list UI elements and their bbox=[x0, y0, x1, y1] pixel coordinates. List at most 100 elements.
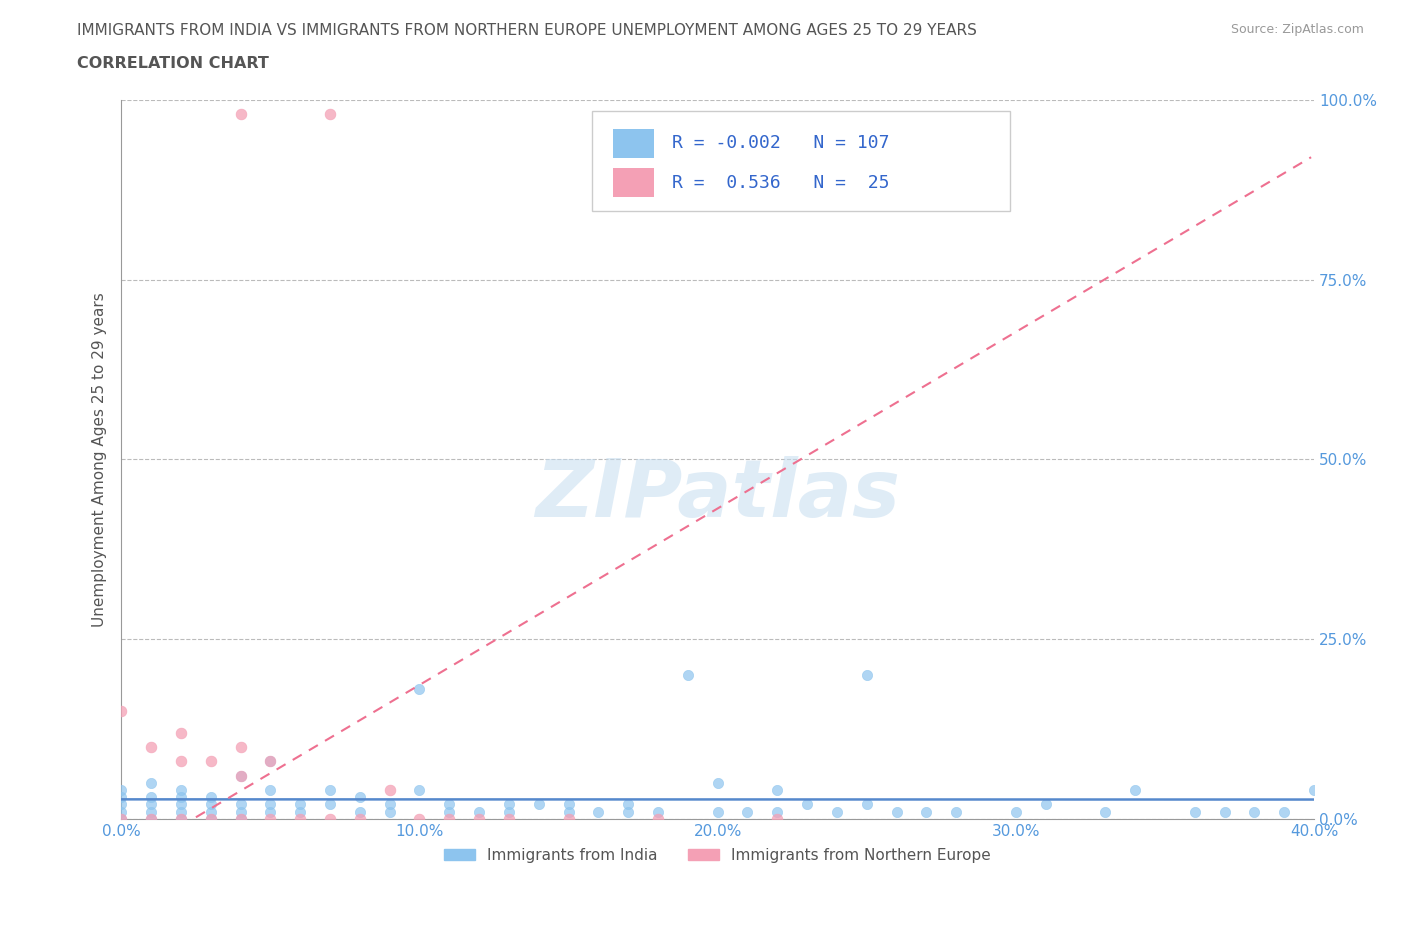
Y-axis label: Unemployment Among Ages 25 to 29 years: Unemployment Among Ages 25 to 29 years bbox=[93, 292, 107, 627]
Point bbox=[110, 790, 132, 804]
FancyBboxPatch shape bbox=[613, 168, 654, 197]
Point bbox=[468, 804, 491, 819]
Point bbox=[259, 783, 281, 798]
FancyBboxPatch shape bbox=[613, 128, 654, 157]
Point bbox=[1094, 804, 1116, 819]
Point bbox=[170, 725, 193, 740]
Point bbox=[617, 804, 640, 819]
Point bbox=[229, 804, 252, 819]
Point bbox=[617, 797, 640, 812]
Point bbox=[139, 790, 162, 804]
Point bbox=[139, 811, 162, 826]
Point bbox=[170, 783, 193, 798]
Text: IMMIGRANTS FROM INDIA VS IMMIGRANTS FROM NORTHERN EUROPE UNEMPLOYMENT AMONG AGES: IMMIGRANTS FROM INDIA VS IMMIGRANTS FROM… bbox=[77, 23, 977, 38]
Text: CORRELATION CHART: CORRELATION CHART bbox=[77, 56, 269, 71]
Point bbox=[378, 797, 401, 812]
Point bbox=[200, 811, 222, 826]
Point bbox=[229, 768, 252, 783]
Point bbox=[706, 804, 728, 819]
Point bbox=[319, 783, 342, 798]
Point bbox=[588, 804, 610, 819]
Point bbox=[288, 811, 311, 826]
Point bbox=[825, 804, 848, 819]
Point bbox=[349, 790, 371, 804]
Point bbox=[378, 783, 401, 798]
Point bbox=[408, 682, 430, 697]
Point bbox=[229, 797, 252, 812]
Text: R =  0.536   N =  25: R = 0.536 N = 25 bbox=[672, 174, 890, 192]
Point bbox=[498, 804, 520, 819]
Point bbox=[408, 783, 430, 798]
Point bbox=[139, 797, 162, 812]
Point bbox=[439, 804, 461, 819]
Point bbox=[229, 107, 252, 122]
Point bbox=[259, 754, 281, 769]
Point bbox=[439, 811, 461, 826]
Point bbox=[468, 811, 491, 826]
Point bbox=[170, 804, 193, 819]
Point bbox=[349, 804, 371, 819]
Point bbox=[139, 811, 162, 826]
Point bbox=[378, 804, 401, 819]
Point bbox=[139, 739, 162, 754]
FancyBboxPatch shape bbox=[592, 111, 1010, 211]
Point bbox=[200, 804, 222, 819]
Point bbox=[886, 804, 908, 819]
Point bbox=[915, 804, 938, 819]
Point bbox=[229, 768, 252, 783]
Point bbox=[170, 811, 193, 826]
Point bbox=[170, 811, 193, 826]
Point bbox=[766, 811, 789, 826]
Point bbox=[200, 790, 222, 804]
Point bbox=[200, 811, 222, 826]
Point bbox=[676, 668, 699, 683]
Point bbox=[498, 811, 520, 826]
Point bbox=[498, 797, 520, 812]
Point bbox=[170, 797, 193, 812]
Point bbox=[766, 783, 789, 798]
Point bbox=[647, 804, 669, 819]
Point bbox=[319, 107, 342, 122]
Point bbox=[1005, 804, 1028, 819]
Point bbox=[259, 804, 281, 819]
Point bbox=[855, 797, 877, 812]
Text: R = -0.002   N = 107: R = -0.002 N = 107 bbox=[672, 134, 890, 153]
Point bbox=[557, 797, 579, 812]
Text: ZIPatlas: ZIPatlas bbox=[536, 457, 900, 535]
Point bbox=[706, 776, 728, 790]
Point bbox=[557, 804, 579, 819]
Point bbox=[439, 797, 461, 812]
Point bbox=[737, 804, 759, 819]
Point bbox=[259, 811, 281, 826]
Point bbox=[288, 797, 311, 812]
Point bbox=[796, 797, 818, 812]
Point bbox=[110, 811, 132, 826]
Point bbox=[139, 804, 162, 819]
Point bbox=[1272, 804, 1295, 819]
Point bbox=[229, 811, 252, 826]
Point bbox=[1243, 804, 1265, 819]
Point bbox=[1123, 783, 1146, 798]
Point bbox=[408, 811, 430, 826]
Point bbox=[170, 754, 193, 769]
Point bbox=[1035, 797, 1057, 812]
Point bbox=[259, 797, 281, 812]
Point bbox=[200, 797, 222, 812]
Text: Source: ZipAtlas.com: Source: ZipAtlas.com bbox=[1230, 23, 1364, 36]
Point bbox=[110, 783, 132, 798]
Point bbox=[319, 811, 342, 826]
Point bbox=[1184, 804, 1206, 819]
Point bbox=[855, 668, 877, 683]
Point bbox=[557, 811, 579, 826]
Point bbox=[110, 811, 132, 826]
Point bbox=[139, 776, 162, 790]
Point bbox=[110, 804, 132, 819]
Point bbox=[1213, 804, 1236, 819]
Point bbox=[319, 797, 342, 812]
Point bbox=[200, 754, 222, 769]
Point bbox=[110, 797, 132, 812]
Point bbox=[288, 804, 311, 819]
Point bbox=[1303, 783, 1326, 798]
Point bbox=[229, 739, 252, 754]
Point bbox=[766, 804, 789, 819]
